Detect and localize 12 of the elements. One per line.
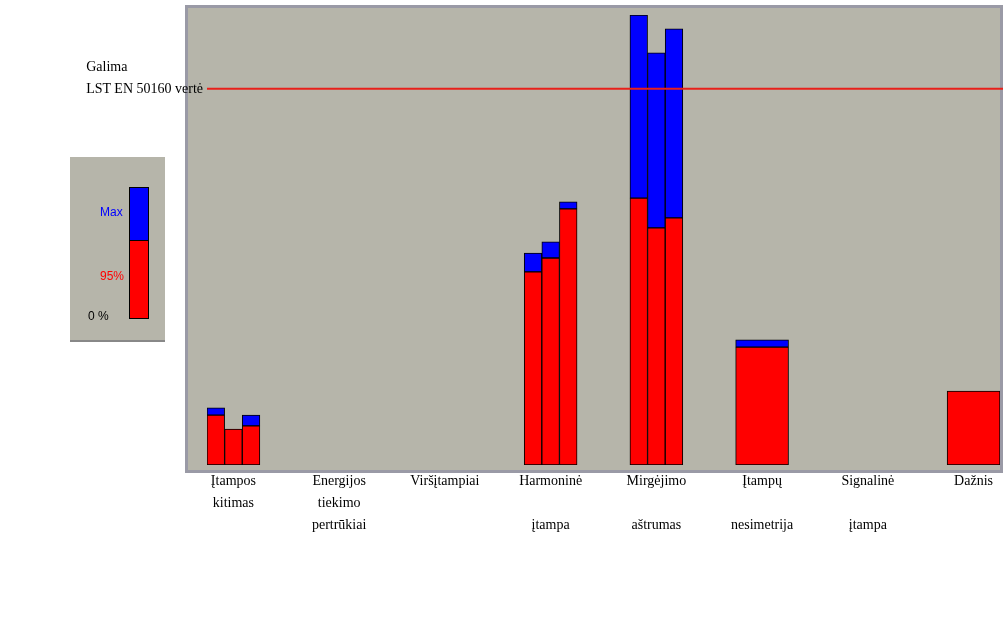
category-label: Įtampų nesimetrija — [730, 473, 794, 532]
x-tick-label: Įtampos kitimas — [210, 472, 256, 512]
text: 0 % — [88, 309, 109, 323]
x-tick-label: Viršįtampiai — [410, 472, 480, 490]
category-label: Mirgėjimo aštrumas — [626, 473, 687, 532]
text: Max — [100, 205, 123, 219]
category-label: Signalinė įtampa — [841, 473, 895, 532]
text: 95% — [100, 269, 125, 283]
x-tick-label: Dažnis — [954, 472, 994, 490]
x-tick-label: Energijos tiekimo pertrūkiai — [311, 472, 367, 534]
ref-line-label: Galima LST EN 50160 vertė — [86, 57, 203, 98]
category-label: Harmoninė įtampa — [519, 473, 583, 532]
